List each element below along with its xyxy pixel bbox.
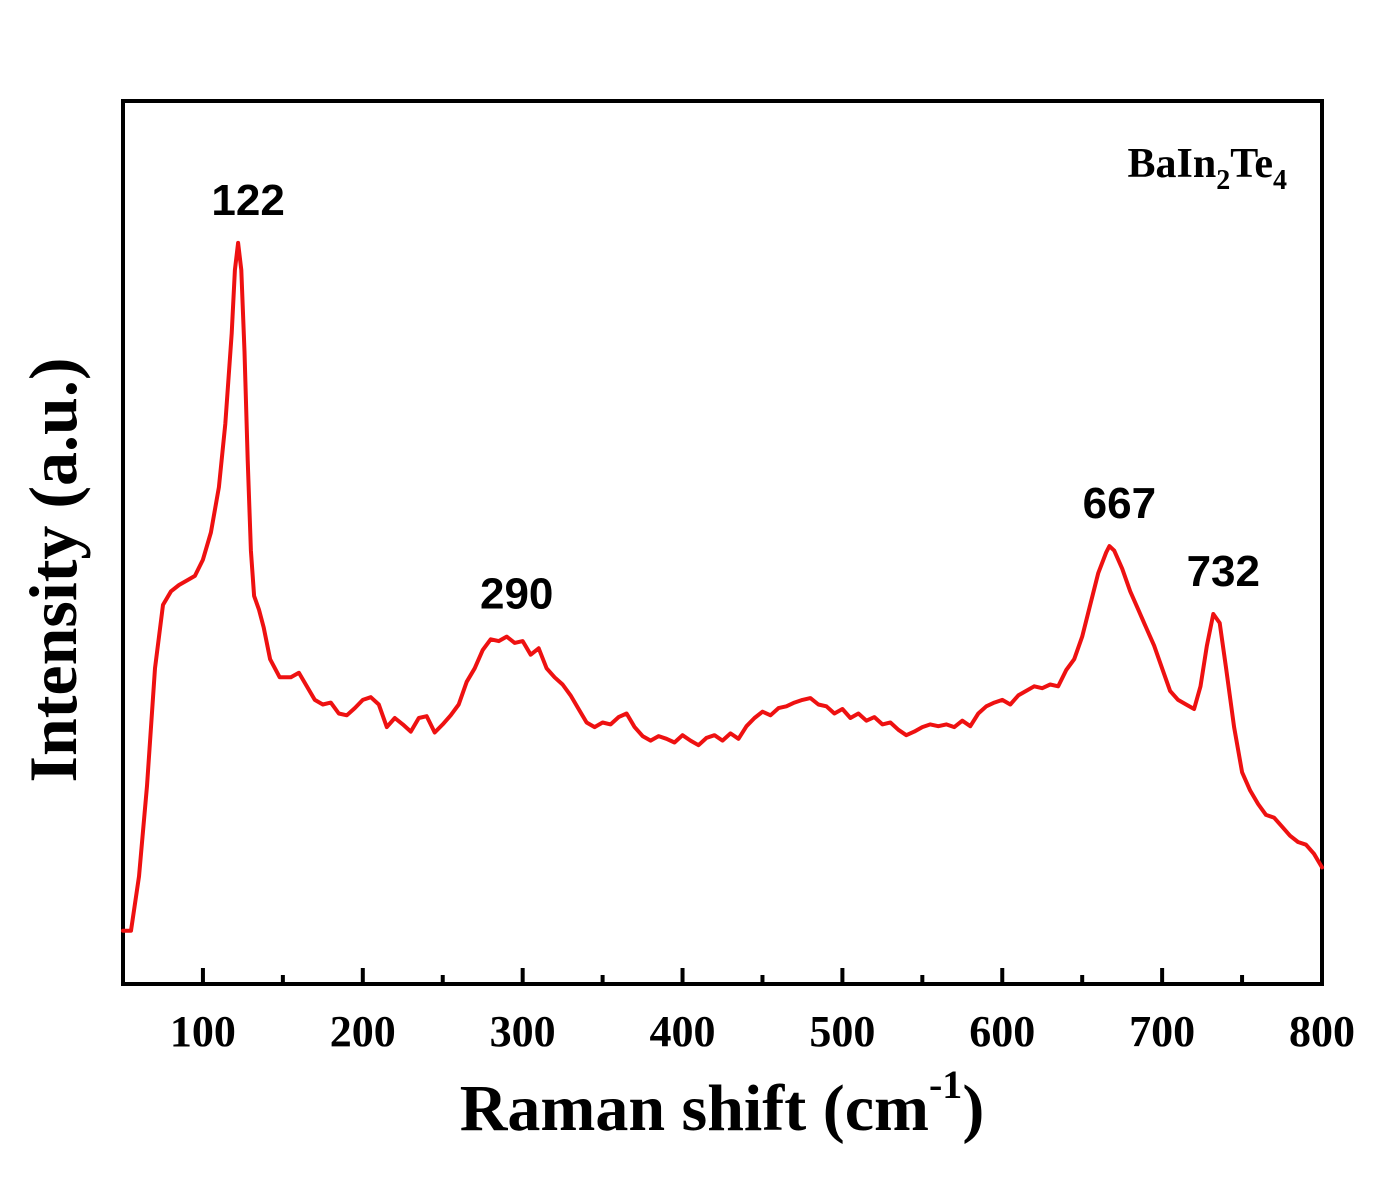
raman-spectrum-line [121, 240, 1324, 933]
y-axis-label: Intensity (a.u.) [15, 357, 91, 782]
sample-label: BaIn2Te4 [1127, 141, 1287, 196]
sample-label-part: BaIn [1127, 141, 1216, 187]
sample-label-sub: 4 [1273, 165, 1287, 196]
peak-labels: 122 290 667 732 [211, 176, 1260, 619]
minor-ticks [280, 975, 1245, 984]
major-ticks [200, 968, 1324, 984]
sample-label-sub: 2 [1216, 165, 1230, 196]
x-tick-labels: 100 200 300 400 500 600 700 800 [170, 1007, 1355, 1056]
x-axis-label-main: Raman shift (cm [460, 1072, 929, 1145]
x-axis-label-close: ) [962, 1072, 984, 1145]
x-tick-label: 600 [969, 1007, 1035, 1056]
peak-label: 667 [1083, 479, 1156, 528]
peak-label: 122 [211, 176, 284, 225]
peak-label: 290 [480, 570, 553, 619]
x-tick-label: 300 [490, 1007, 556, 1056]
x-tick-label: 800 [1289, 1007, 1355, 1056]
x-tick-label: 700 [1129, 1007, 1195, 1056]
x-tick-label: 100 [170, 1007, 236, 1056]
x-tick-label: 500 [809, 1007, 875, 1056]
x-tick-label: 200 [330, 1007, 396, 1056]
peak-label: 732 [1187, 547, 1260, 596]
sample-label-part: Te [1230, 141, 1273, 187]
x-axis-label-sup: -1 [929, 1062, 962, 1107]
plot-frame [121, 99, 1324, 986]
x-axis-label: Raman shift (cm-1) [460, 1062, 985, 1145]
x-tick-label: 400 [650, 1007, 716, 1056]
